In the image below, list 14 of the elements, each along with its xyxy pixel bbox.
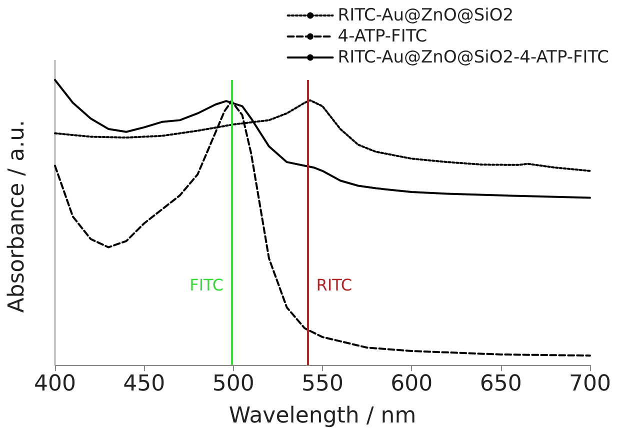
x-tick-label: 500 [212,372,254,396]
x-tick-label: 650 [480,372,522,396]
x-tick-label: 700 [569,372,611,396]
ref-line-label: RITC [316,276,352,295]
y-axis-title: Absorbance / a.u. [4,120,30,313]
x-tick-label: 450 [123,372,166,396]
x-axis-title: Wavelength / nm [228,404,416,428]
x-tick-label: 550 [302,372,344,396]
legend-label: RITC-Au@ZnO@SiO2 [338,6,514,26]
x-tick-label: 400 [34,372,76,396]
ref-line-label: FITC [190,276,224,295]
x-tick-label: 600 [390,372,433,396]
legend-label: 4-ATP-FITC [338,26,428,46]
legend-label: RITC-Au@ZnO@SiO2-4-ATP-FITC [338,48,610,68]
